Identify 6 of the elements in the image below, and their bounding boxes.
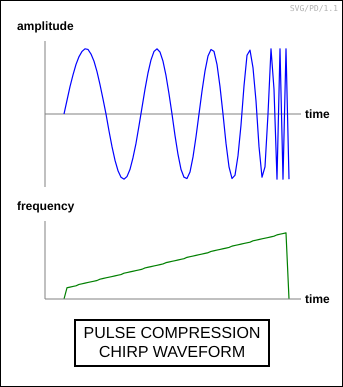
x-axis-title: time [305, 292, 330, 306]
text: SVG/PD/1.1 [290, 4, 338, 13]
y-axis-title: amplitude [17, 19, 74, 33]
y-axis-title: frequency [17, 199, 74, 213]
x-axis-title: time [305, 106, 330, 120]
text: PULSE COMPRESSION CHIRP WAVEFORM [82, 324, 262, 362]
